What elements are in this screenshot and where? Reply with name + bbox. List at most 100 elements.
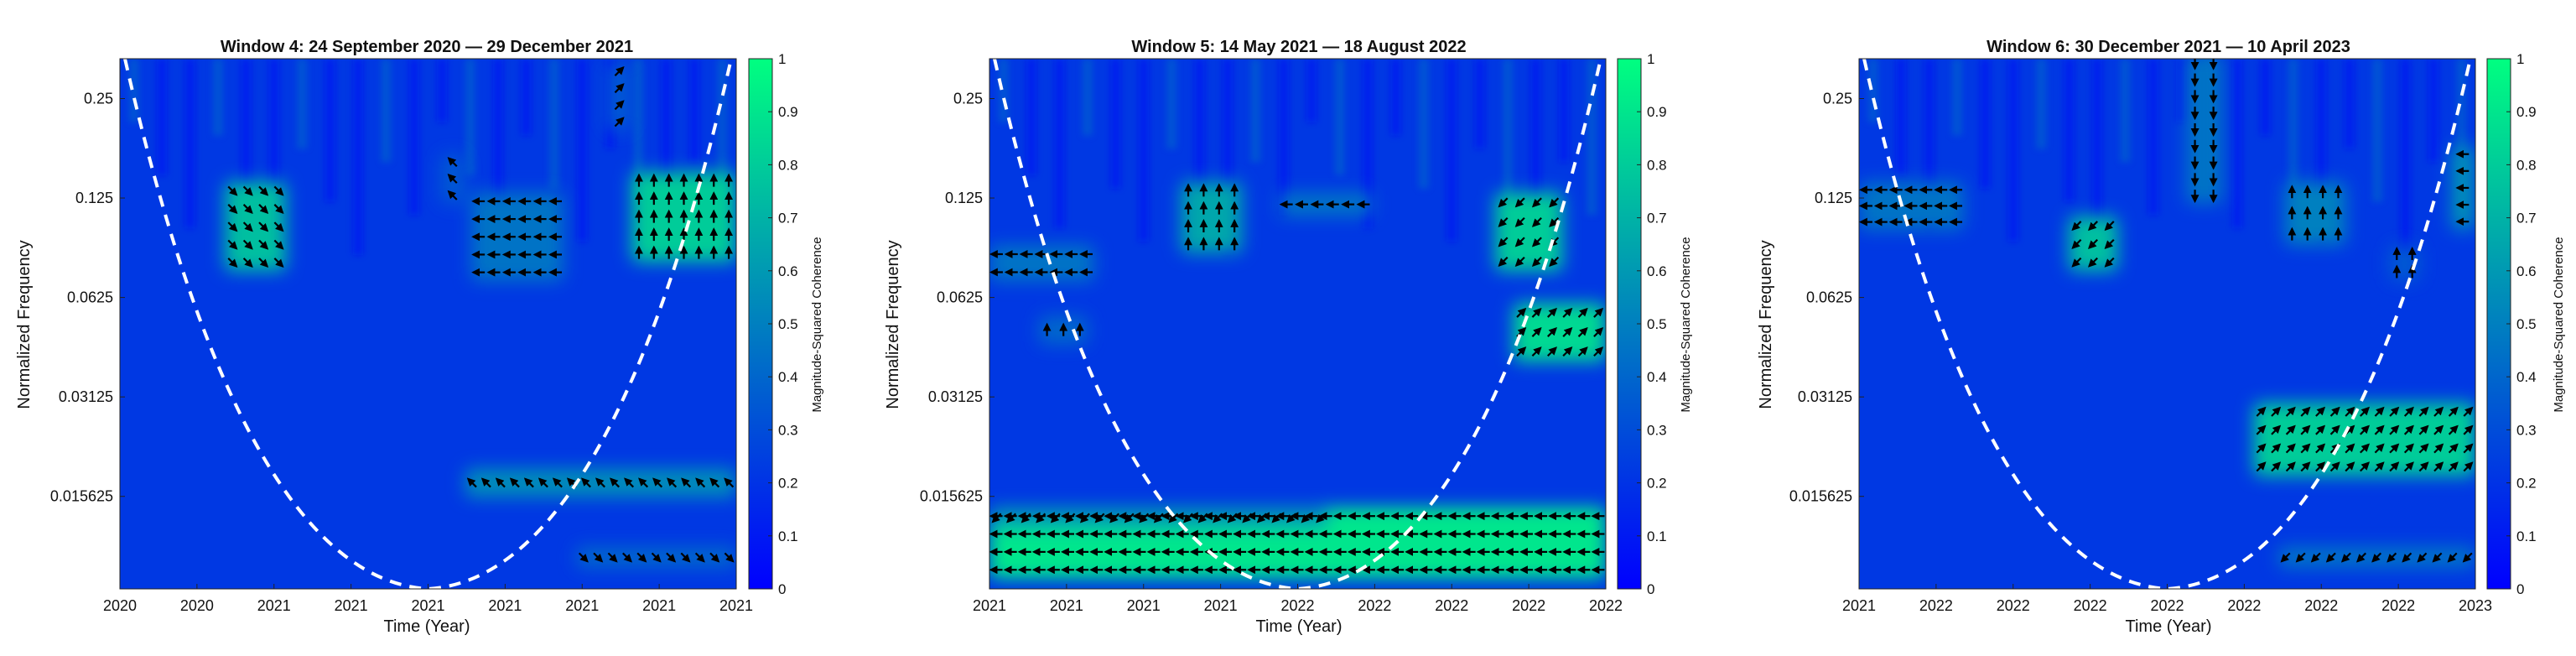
coherence-streak (1166, 59, 1177, 149)
coherence-streak (2400, 59, 2411, 255)
phase-arrow (2315, 406, 2326, 417)
phase-arrow (2448, 443, 2459, 454)
phase-arrow (1547, 326, 1557, 337)
phase-arrow (1094, 513, 1105, 523)
phase-arrow (2403, 443, 2414, 454)
phase-arrow (1531, 237, 1542, 247)
chart-title: Window 4: 24 September 2020 — 29 Decembe… (221, 38, 633, 56)
phase-arrow (2345, 406, 2355, 417)
coherence-streak (1558, 59, 1569, 163)
x-tick-label: 2022 (1512, 597, 1545, 614)
phase-arrow (595, 477, 605, 488)
phase-arrow (447, 190, 458, 200)
colorbar-tick-label: 0.8 (2516, 157, 2537, 173)
cone-of-influence (1862, 59, 2472, 589)
x-tick-label: 2020 (180, 597, 214, 614)
coherence-region (1279, 192, 1372, 216)
phase-arrow (1498, 256, 1509, 267)
y-tick-label: 0.03125 (59, 388, 113, 405)
y-tick-label: 0.25 (953, 90, 983, 107)
x-tick-label: 2021 (1842, 597, 1876, 614)
phase-arrow (1549, 197, 1560, 208)
phase-arrow (1531, 326, 1542, 337)
x-tick-label: 2021 (719, 597, 753, 614)
colorbar-tick-label: 0 (778, 581, 786, 597)
phase-arrow (2463, 406, 2474, 417)
coherence-streak (128, 59, 139, 122)
colorbar: 0 0.1 0.2 0.3 0.4 0.5 0.6 0.7 0.8 0.9 1 (748, 51, 798, 597)
phase-arrow (614, 117, 625, 128)
phase-arrow (614, 100, 625, 111)
y-tick-label: 0.125 (1815, 190, 1852, 206)
phase-arrow (1301, 513, 1311, 523)
phase-arrow (1316, 513, 1327, 523)
x-tick-label: 2021 (565, 597, 599, 614)
colorbar-tick-label: 0.7 (1647, 211, 1667, 226)
coherence-streak (2036, 59, 2047, 149)
phase-arrow (1531, 197, 1542, 208)
coherence-streak (157, 59, 168, 176)
phase-arrow (2433, 424, 2444, 435)
phase-arrow (2087, 221, 2098, 232)
x-tick-label: 2021 (973, 597, 1006, 614)
phase-arrow (1286, 513, 1296, 523)
colorbar-tick-label: 0.9 (778, 104, 798, 120)
colorbar: 0 0.1 0.2 0.3 0.4 0.5 0.6 0.7 0.8 0.9 1 (2486, 51, 2537, 597)
phase-arrow (638, 477, 649, 488)
phase-arrow (1593, 326, 1604, 337)
colorbar-label: Magnitude-Squared Coherence (1679, 237, 1693, 412)
coherence-streak (493, 59, 504, 229)
x-tick-label: 2022 (2227, 597, 2261, 614)
colorbar-tick-label: 0.7 (2516, 211, 2537, 226)
phase-arrow (624, 477, 635, 488)
x-tick-label: 2021 (411, 597, 444, 614)
coherence-streak (2091, 59, 2102, 255)
coherence-streak (2288, 59, 2298, 189)
phase-arrow (227, 185, 238, 196)
phase-arrow (2271, 443, 2282, 454)
coherence-streak (2064, 59, 2075, 202)
phase-arrow (1514, 237, 1525, 247)
coherence-streak (2148, 59, 2158, 216)
colorbar-label: Magnitude-Squared Coherence (810, 237, 824, 412)
phase-arrow (2071, 221, 2082, 232)
phase-arrow (1514, 256, 1525, 267)
coherence-streak (2344, 59, 2355, 149)
phase-arrow (1531, 307, 1542, 318)
phase-arrow (2256, 461, 2267, 472)
heatmap-background (1859, 59, 2475, 589)
panel-window-4: Window 4: 24 September 2020 — 29 Decembe… (15, 38, 824, 636)
phase-arrow (2071, 257, 2082, 268)
x-tick-label: 2021 (335, 597, 368, 614)
phase-arrow (1271, 513, 1282, 523)
phase-arrow (636, 552, 647, 563)
phase-arrow (273, 239, 284, 250)
heatmap-background (120, 59, 736, 589)
x-tick-label: 2020 (103, 597, 137, 614)
y-tick-label: 0.25 (84, 90, 113, 107)
phase-arrow (258, 258, 269, 268)
phase-arrow (1547, 346, 1557, 357)
coherence-streak (1082, 59, 1093, 136)
phase-arrow (480, 477, 491, 488)
phase-arrow (1577, 326, 1588, 337)
colorbar-tick-label: 0.8 (778, 157, 798, 173)
y-axis-label: Normalized Frequency (15, 240, 34, 409)
coherence-streak (1418, 59, 1429, 189)
panel-window-5: Window 5: 14 May 2021 — 18 August 2022 0… (884, 38, 1693, 636)
coherence-streak (465, 59, 475, 176)
phase-arrow (2315, 461, 2326, 472)
phase-arrow (2087, 257, 2098, 268)
phase-arrow (694, 552, 705, 563)
coherence-streak (1194, 59, 1205, 202)
colorbar-tick-label: 0.4 (2516, 369, 2537, 385)
y-tick-label: 0.03125 (928, 388, 983, 405)
phase-arrow (552, 477, 563, 488)
phase-arrow (667, 477, 678, 488)
cone-of-influence (123, 59, 733, 589)
coherence-streak (521, 59, 532, 136)
x-tick-label: 2022 (2304, 597, 2338, 614)
phase-arrow (1036, 513, 1046, 523)
x-tick-label: 2022 (1919, 597, 1953, 614)
